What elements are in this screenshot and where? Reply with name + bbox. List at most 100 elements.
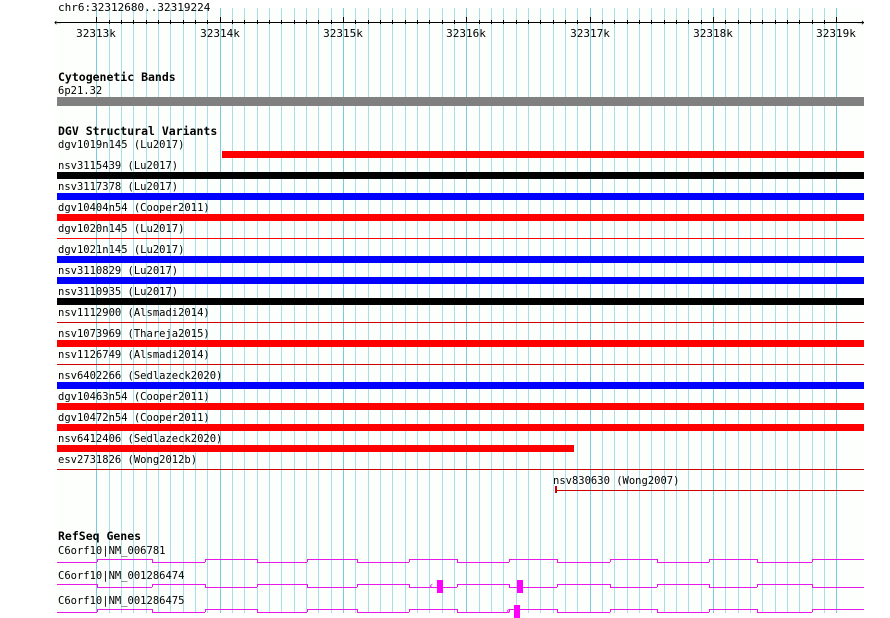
ruler-tick [491, 20, 492, 24]
variant-label[interactable]: nsv3117378 (Lu2017) [58, 181, 179, 193]
gene-intron-line[interactable] [709, 559, 757, 560]
gene-intron-line[interactable] [57, 562, 97, 563]
gene-intron-line[interactable] [812, 587, 864, 588]
variant-label[interactable]: dgv10472n54 (Cooper2011) [58, 412, 210, 424]
variant-bar[interactable] [57, 256, 864, 263]
variant-bar[interactable] [57, 322, 864, 323]
gene-intron-line[interactable] [757, 562, 812, 563]
gene-intron-line[interactable] [657, 562, 709, 563]
gene-exon[interactable] [514, 605, 520, 618]
gene-intron-line[interactable] [205, 609, 257, 610]
variant-label[interactable]: dgv1019n145 (Lu2017) [58, 139, 185, 151]
variant-bar[interactable] [57, 277, 864, 284]
gene-intron-line[interactable] [152, 584, 205, 585]
gene-intron-line[interactable] [657, 612, 709, 613]
gene-intron-line[interactable] [509, 609, 557, 610]
variant-label[interactable]: nsv3110829 (Lu2017) [58, 265, 179, 277]
gene-line-connector [457, 559, 458, 562]
variant-label[interactable]: dgv10463n54 (Cooper2011) [58, 391, 210, 403]
gene-intron-line[interactable] [409, 559, 457, 560]
gene-intron-line[interactable] [97, 587, 152, 588]
gene-intron-line[interactable] [657, 584, 709, 585]
gene-intron-line[interactable] [709, 609, 757, 610]
gene-intron-line[interactable] [709, 587, 757, 588]
gene-intron-line[interactable] [57, 612, 97, 613]
gene-intron-line[interactable] [812, 559, 864, 560]
variant-bar[interactable] [57, 445, 574, 452]
gene-intron-line[interactable] [409, 587, 457, 588]
gridline-minor [750, 8, 751, 613]
gene-intron-line[interactable] [557, 612, 610, 613]
gene-intron-line[interactable] [307, 587, 357, 588]
gene-intron-line[interactable] [257, 612, 307, 613]
cytoband-label[interactable]: 6p21.32 [58, 85, 103, 97]
gene-intron-line[interactable] [557, 562, 610, 563]
gene-label[interactable]: C6orf10|NM_001286474 [58, 570, 185, 582]
gene-intron-line[interactable] [97, 559, 152, 560]
variant-label[interactable]: dgv1021n145 (Lu2017) [58, 244, 185, 256]
gene-intron-line[interactable] [457, 612, 509, 613]
variant-label[interactable]: nsv1126749 (Alsmadi2014) [58, 349, 210, 361]
variant-label[interactable]: nsv1112900 (Alsmadi2014) [58, 307, 210, 319]
gene-intron-line[interactable] [610, 609, 657, 610]
variant-bar[interactable] [57, 424, 864, 431]
variant-label[interactable]: nsv6402266 (Sedlazeck2020) [58, 370, 223, 382]
variant-label[interactable]: nsv3115439 (Lu2017) [58, 160, 179, 172]
variant-bar[interactable] [57, 298, 864, 305]
gene-intron-line[interactable] [610, 559, 657, 560]
variant-label[interactable]: nsv1073969 (Thareja2015) [58, 328, 210, 340]
variant-bar[interactable] [57, 382, 864, 389]
variant-label[interactable]: esv2731826 (Wong2012b) [58, 454, 198, 466]
gene-exon[interactable] [517, 580, 523, 593]
variant-bar[interactable] [57, 193, 864, 200]
gene-intron-line[interactable] [57, 584, 97, 585]
gene-intron-line[interactable] [152, 562, 205, 563]
gene-intron-line[interactable] [257, 584, 307, 585]
variant-bar[interactable] [57, 214, 864, 221]
gene-intron-line[interactable] [357, 584, 409, 585]
ruler-tick [207, 20, 208, 24]
gene-line-connector [657, 609, 658, 612]
variant-label[interactable]: nsv3110935 (Lu2017) [58, 286, 179, 298]
gene-intron-line[interactable] [205, 587, 257, 588]
gene-intron-line[interactable] [509, 587, 557, 588]
gene-intron-line[interactable] [557, 584, 610, 585]
gene-line-connector [97, 584, 98, 587]
gene-intron-line[interactable] [757, 584, 812, 585]
gene-label[interactable]: C6orf10|NM_001286475 [58, 595, 185, 607]
gene-intron-line[interactable] [509, 559, 557, 560]
gene-intron-line[interactable] [307, 559, 357, 560]
gene-intron-line[interactable] [97, 609, 152, 610]
variant-bar[interactable] [57, 238, 864, 239]
gene-intron-line[interactable] [357, 562, 409, 563]
variant-label[interactable]: nsv830630 (Wong2007) [553, 475, 680, 487]
gene-intron-line[interactable] [257, 562, 307, 563]
gridline-minor [577, 8, 578, 613]
variant-label[interactable]: dgv1020n145 (Lu2017) [58, 223, 185, 235]
gene-intron-line[interactable] [152, 612, 205, 613]
variant-label[interactable]: nsv6412406 (Sedlazeck2020) [58, 433, 223, 445]
gene-intron-line[interactable] [457, 584, 509, 585]
gene-intron-line[interactable] [357, 612, 409, 613]
variant-bar[interactable] [555, 490, 864, 491]
gene-intron-line[interactable] [457, 562, 509, 563]
gene-intron-line[interactable] [205, 559, 257, 560]
coordinate-ruler[interactable]: chr6:32312680..32319224 ← → 32313k 32314k… [54, 1, 864, 50]
gridline-minor [565, 8, 566, 613]
variant-label[interactable]: dgv10404n54 (Cooper2011) [58, 202, 210, 214]
gene-label[interactable]: C6orf10|NM_006781 [58, 545, 166, 557]
variant-bar[interactable] [57, 469, 864, 470]
gene-intron-line[interactable] [812, 609, 864, 610]
gene-exon[interactable] [437, 580, 443, 593]
gene-intron-line[interactable] [757, 612, 812, 613]
variant-bar[interactable] [222, 151, 864, 158]
gene-line-connector [152, 609, 153, 612]
variant-bar[interactable] [57, 340, 864, 347]
variant-bar[interactable] [57, 403, 864, 410]
gene-intron-line[interactable] [307, 609, 357, 610]
variant-bar[interactable] [57, 172, 864, 179]
gene-intron-line[interactable] [409, 609, 457, 610]
gene-intron-line[interactable] [610, 587, 657, 588]
cytoband-bar[interactable] [57, 97, 864, 106]
variant-bar[interactable] [57, 364, 864, 365]
